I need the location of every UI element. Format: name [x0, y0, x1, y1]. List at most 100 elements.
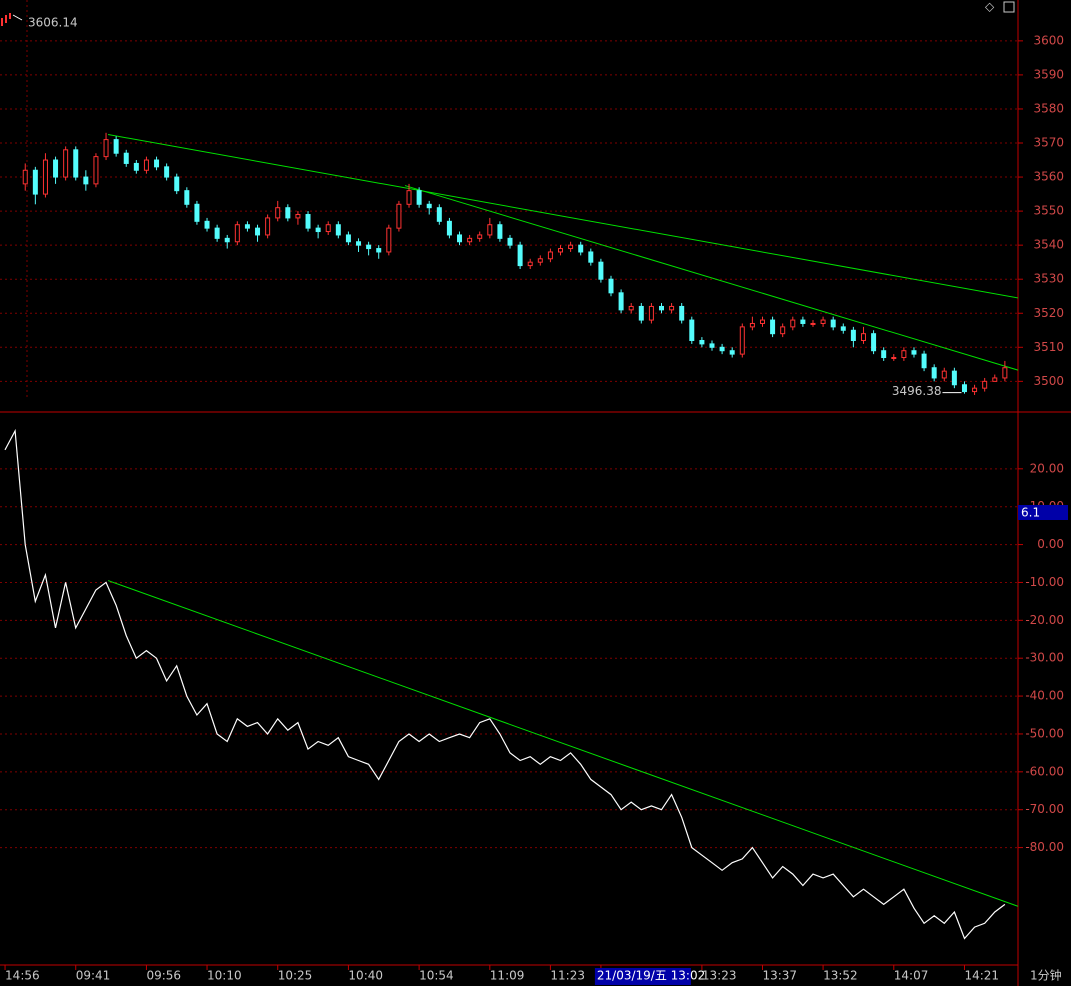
min-label: 3496.38: [892, 384, 942, 398]
y-tick-label: -30.00: [1025, 651, 1064, 665]
value-box: [1018, 505, 1068, 520]
y-tick-label: 3520: [1033, 306, 1064, 320]
toolbar-icon[interactable]: ◇: [985, 0, 995, 14]
candle-body: [507, 237, 513, 246]
candle-body: [729, 350, 735, 355]
y-tick-label: -20.00: [1025, 613, 1064, 627]
x-tick-label: 13:23: [702, 969, 737, 983]
candle-body: [426, 203, 432, 209]
x-tick-label: 21/03/19/五 13:02: [597, 969, 705, 983]
candle-body: [921, 353, 927, 369]
candle-body: [42, 159, 48, 195]
candle-body: [32, 169, 38, 195]
candle-body: [891, 357, 897, 360]
candle-body: [810, 322, 816, 325]
candle-body: [345, 234, 351, 243]
y-tick-label: 3500: [1033, 374, 1064, 388]
candle-body: [214, 227, 220, 239]
candle-body: [386, 227, 392, 253]
candle-body: [770, 319, 776, 335]
candle-body: [244, 224, 250, 229]
candle-body: [275, 207, 281, 219]
candle-body: [123, 152, 129, 164]
candle-body: [961, 384, 967, 393]
candle-body: [467, 237, 473, 243]
candle-body: [547, 251, 553, 260]
candle-body: [224, 237, 230, 243]
candle-body: [113, 139, 119, 154]
candle-body: [63, 149, 69, 178]
y-tick-label: -50.00: [1025, 726, 1064, 740]
candle-body: [53, 159, 59, 178]
x-tick-label: 10:25: [278, 969, 313, 983]
candle-body: [871, 333, 877, 352]
candle-body: [568, 244, 574, 250]
y-tick-label: 20.00: [1030, 461, 1064, 475]
candle-body: [628, 305, 634, 311]
y-tick-label: 3590: [1033, 67, 1064, 81]
candle-body: [638, 305, 644, 321]
candle-body: [790, 319, 796, 328]
candle-body: [487, 224, 493, 236]
toolbar-button[interactable]: [1003, 1, 1015, 13]
y-tick-label: 3530: [1033, 272, 1064, 286]
candle-body: [699, 339, 705, 345]
x-tick-label: 09:41: [76, 969, 111, 983]
candle-body: [335, 224, 341, 236]
candle-body: [739, 326, 745, 355]
x-tick-label: 10:40: [348, 969, 383, 983]
candle-body: [669, 305, 675, 311]
candle-body: [164, 166, 170, 178]
candle-body: [436, 207, 442, 222]
candle-body: [527, 261, 533, 267]
candle-body: [174, 176, 180, 192]
x-tick-label: 09:56: [146, 969, 181, 983]
candle-body: [951, 370, 957, 386]
candle-body: [598, 261, 604, 280]
candle-body: [588, 251, 594, 263]
x-tick-label: 13:52: [823, 969, 858, 983]
candle-body: [497, 224, 503, 239]
y-tick-label: 3600: [1033, 33, 1064, 47]
candle-body: [103, 139, 109, 158]
candle-body: [255, 227, 261, 236]
max-label: 3606.14: [28, 16, 78, 30]
x-tick-label: 11:23: [550, 969, 585, 983]
candle-body: [265, 217, 271, 236]
candle-body: [517, 244, 523, 267]
candle-body: [204, 220, 210, 229]
x-tick-label: 13:37: [762, 969, 797, 983]
candle-body: [325, 224, 331, 233]
candle-body: [396, 203, 402, 229]
candle-body: [719, 346, 725, 352]
y-tick-label: 3580: [1033, 101, 1064, 115]
value-box-label: 6.1: [1021, 506, 1040, 520]
candle-body: [830, 319, 836, 328]
candle-body: [648, 305, 654, 321]
candle-body: [234, 224, 240, 243]
candle-body: [366, 244, 372, 250]
candle-body: [850, 329, 856, 341]
candle-body: [658, 305, 664, 311]
candle-body: [356, 241, 362, 246]
y-tick-label: -10.00: [1025, 575, 1064, 589]
candle-body: [22, 169, 28, 185]
trendline: [404, 185, 1019, 371]
x-tick-label: 14:56: [5, 969, 40, 983]
candle-body: [83, 176, 89, 185]
y-tick-label: -60.00: [1025, 764, 1064, 778]
candle-body: [709, 343, 715, 348]
candle-body: [780, 326, 786, 335]
y-tick-label: -70.00: [1025, 802, 1064, 816]
candle-body: [881, 350, 887, 359]
candle-body: [931, 367, 937, 379]
y-tick-label: 3550: [1033, 204, 1064, 218]
candle-body: [901, 350, 907, 359]
candle-body: [1002, 367, 1008, 379]
candle-body: [376, 248, 382, 253]
candle-body: [194, 203, 200, 222]
candle-body: [93, 156, 99, 185]
candle-body: [73, 149, 79, 178]
candle-body: [941, 370, 947, 379]
